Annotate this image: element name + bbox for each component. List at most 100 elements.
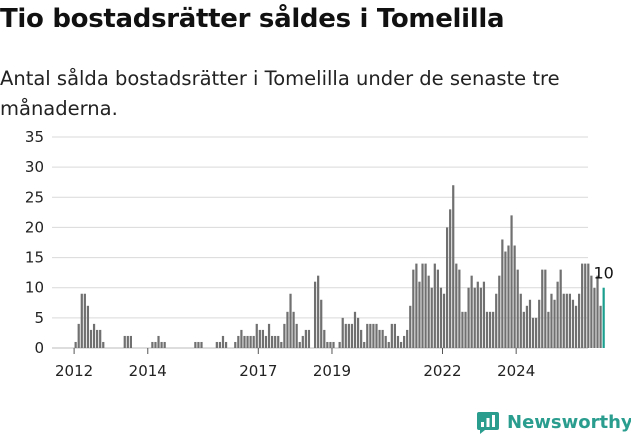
bar [495, 293, 498, 348]
bar [261, 329, 265, 348]
bar [363, 341, 366, 348]
bar [96, 329, 99, 348]
y-tick-label: 0 [34, 339, 44, 357]
bar [445, 227, 449, 348]
bar [80, 293, 83, 348]
y-tick-label: 10 [25, 279, 44, 297]
bar [476, 281, 479, 348]
bar [74, 341, 77, 348]
bar [470, 275, 473, 348]
bar [92, 323, 96, 348]
bar [344, 323, 347, 348]
bar [160, 341, 163, 348]
x-tick-label: 2019 [313, 362, 351, 380]
bar [274, 335, 277, 348]
bar [298, 341, 301, 348]
bar [449, 209, 452, 348]
bar [89, 329, 93, 348]
bar [154, 341, 157, 348]
bar [492, 311, 495, 348]
bar [224, 341, 228, 348]
bar [77, 323, 80, 348]
bar [409, 305, 412, 348]
bar [541, 269, 544, 348]
bar [317, 275, 320, 348]
bar [504, 251, 507, 348]
x-tick-label: 2024 [497, 362, 535, 380]
bar [320, 299, 323, 348]
bar [264, 335, 268, 348]
bar [258, 329, 261, 348]
bar [501, 239, 504, 348]
bar [277, 335, 280, 348]
x-tick-label: 2012 [55, 362, 93, 380]
bar [452, 185, 455, 348]
bar [599, 305, 602, 348]
bar [157, 335, 160, 348]
bar [568, 293, 571, 348]
bar [528, 299, 532, 348]
bar [577, 293, 581, 348]
bar [218, 341, 222, 348]
bar [307, 329, 311, 348]
highlight-value-label: 10 [593, 264, 613, 283]
bar [488, 311, 492, 348]
bar [332, 341, 335, 348]
bar [458, 269, 461, 348]
bar [412, 269, 415, 348]
bar [246, 335, 249, 348]
x-tick-label: 2022 [423, 362, 461, 380]
bar [286, 311, 289, 348]
bar [341, 317, 344, 348]
bar [464, 311, 467, 348]
bar [372, 323, 375, 348]
y-tick-label: 25 [25, 188, 44, 206]
bar [102, 341, 105, 348]
bar [473, 287, 476, 348]
bar [240, 329, 243, 348]
bar [587, 263, 590, 348]
bar [590, 275, 593, 348]
newsworthy-chart-icon [477, 412, 499, 434]
newsworthy-brand: Newsworthy [476, 410, 631, 434]
bar [421, 263, 424, 348]
bar [390, 323, 393, 348]
bar [369, 323, 372, 348]
y-tick-label: 15 [25, 249, 44, 267]
bar [313, 281, 317, 348]
bar [507, 245, 510, 348]
bar [283, 323, 286, 348]
bar [571, 299, 575, 348]
bar [485, 311, 489, 348]
bar [565, 293, 568, 348]
bar [200, 341, 203, 348]
bar [519, 293, 522, 348]
bar [593, 287, 596, 348]
bar [535, 317, 538, 348]
bar [550, 293, 553, 348]
bar [399, 341, 403, 348]
bar [295, 323, 298, 348]
bar [347, 323, 350, 348]
bar [581, 263, 584, 348]
bar [482, 281, 486, 348]
bar [301, 335, 304, 348]
bar [584, 263, 587, 348]
bar [151, 341, 154, 348]
bar [356, 317, 360, 348]
bar [562, 293, 565, 348]
bar [525, 305, 529, 348]
bar [384, 335, 387, 348]
y-tick-label: 20 [25, 218, 44, 236]
bar [323, 329, 326, 348]
bar [129, 335, 133, 348]
bar [271, 335, 274, 348]
bar [522, 311, 525, 348]
bar [360, 329, 363, 348]
bar [243, 335, 246, 348]
chart-subtitle: Antal sålda bostadsrätter i Tomelilla un… [0, 67, 560, 120]
y-tick-label: 35 [25, 128, 44, 146]
bar [547, 311, 550, 348]
bar [234, 341, 237, 348]
bar [237, 335, 240, 348]
